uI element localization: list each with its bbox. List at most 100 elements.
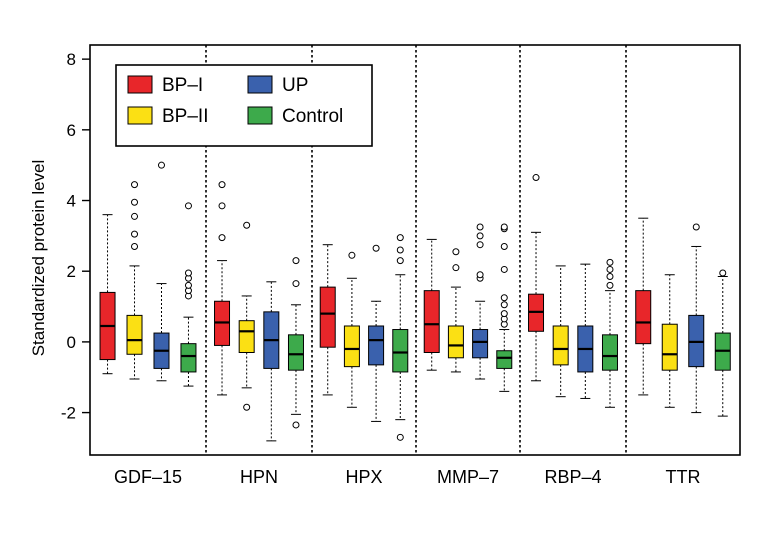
outlier-point	[157, 161, 165, 169]
outlier-point	[243, 403, 251, 411]
outlier-point	[243, 221, 251, 229]
outlier-point	[606, 258, 614, 266]
outlier-point	[476, 223, 484, 231]
box-body	[126, 314, 143, 355]
outlier-point	[218, 234, 226, 242]
outlier-point	[396, 234, 404, 242]
box-body	[392, 329, 409, 373]
box-TTR-BP–I	[635, 217, 652, 396]
box-body	[496, 350, 513, 369]
legend-swatch	[247, 106, 273, 125]
box-body	[319, 286, 336, 348]
outlier-point	[606, 273, 614, 281]
legend: BP–I UP BP–II Control	[115, 64, 373, 147]
box-body	[552, 325, 569, 366]
box-body	[447, 325, 464, 359]
box-HPN-UP	[263, 281, 280, 442]
outlier-point	[500, 242, 508, 250]
outlier-point	[719, 269, 727, 277]
outlier-point	[500, 310, 508, 318]
outlier-point	[184, 281, 192, 289]
box-RBP–4-BP–II	[552, 265, 569, 398]
legend-swatch	[127, 75, 153, 94]
box-TTR-UP	[688, 223, 705, 414]
box-body	[287, 334, 304, 371]
box-HPX-UP	[368, 244, 385, 422]
outlier-point	[348, 251, 356, 259]
box-HPN-BP–II	[238, 221, 255, 411]
box-body	[238, 320, 255, 354]
x-tick-label: TTR	[666, 467, 701, 487]
box-body	[423, 290, 440, 353]
legend-box	[115, 64, 373, 147]
legend-label: Control	[282, 106, 343, 127]
box-GDF–15-BP–I	[99, 214, 116, 375]
outlier-point	[476, 271, 484, 279]
outlier-point	[396, 246, 404, 254]
outlier-point	[500, 294, 508, 302]
box-GDF–15-BP–II	[126, 181, 143, 380]
x-tick-label: MMP–7	[437, 467, 499, 487]
box-RBP–4-UP	[577, 263, 594, 399]
outlier-point	[131, 198, 139, 206]
box-body	[472, 329, 489, 359]
axes-layer: -2 0 2 4 6 8 GDF–15 HPN HPX MMP–7 RBP–4 TTR	[61, 50, 701, 487]
outlier-point	[476, 241, 484, 249]
box-MMP–7-Control	[496, 223, 513, 392]
box-body	[635, 290, 652, 345]
outlier-point	[218, 202, 226, 210]
box-TTR-Control	[714, 269, 731, 417]
x-tick-label: HPN	[240, 467, 278, 487]
box-HPX-Control	[392, 234, 409, 441]
outlier-point	[500, 265, 508, 273]
box-body	[180, 343, 197, 373]
box-body	[343, 325, 360, 368]
y-tick-label: 0	[67, 333, 76, 352]
outlier-point	[184, 202, 192, 210]
box-MMP–7-BP–II	[447, 248, 464, 373]
outlier-point	[500, 301, 508, 309]
x-tick-label: RBP–4	[544, 467, 601, 487]
legend-label: UP	[282, 75, 308, 96]
box-GDF–15-UP	[153, 161, 170, 382]
y-axis-label: Standardized protein level	[29, 160, 48, 357]
legend-swatch	[127, 106, 153, 125]
x-tick-label: HPX	[345, 467, 382, 487]
outlier-point	[532, 174, 540, 182]
box-body	[601, 334, 618, 371]
box-HPX-BP–II	[343, 251, 360, 408]
outlier-point	[292, 421, 300, 429]
outlier-point	[292, 257, 300, 265]
outlier-point	[692, 223, 700, 231]
plot-frame-layer	[89, 44, 741, 456]
outlier-point	[131, 230, 139, 238]
y-tick-label: -2	[61, 404, 76, 423]
x-tick-label: GDF–15	[114, 467, 182, 487]
outlier-point	[606, 265, 614, 273]
y-tick-label: 6	[67, 121, 76, 140]
legend-label: BP–II	[162, 106, 208, 127]
box-RBP–4-Control	[601, 258, 618, 408]
box-HPN-Control	[287, 257, 304, 429]
outlier-point	[131, 242, 139, 250]
outlier-point	[218, 181, 226, 189]
box-MMP–7-UP	[472, 223, 489, 380]
legend-label: BP–I	[162, 75, 203, 96]
box-HPN-BP–I	[214, 181, 231, 396]
box-body	[368, 325, 385, 366]
box-MMP–7-BP–I	[423, 238, 440, 371]
y-tick-label: 4	[67, 192, 76, 211]
y-tick-label: 2	[67, 262, 76, 281]
box-TTR-BP–II	[661, 274, 678, 408]
y-tick-label: 8	[67, 50, 76, 69]
legend-swatch	[247, 75, 273, 94]
box-HPX-BP–I	[319, 244, 336, 396]
boxes-layer	[99, 161, 731, 442]
outlier-point	[131, 181, 139, 189]
plot-frame	[89, 44, 741, 456]
outlier-point	[500, 223, 508, 231]
outlier-point	[476, 232, 484, 240]
outlier-point	[372, 244, 380, 252]
